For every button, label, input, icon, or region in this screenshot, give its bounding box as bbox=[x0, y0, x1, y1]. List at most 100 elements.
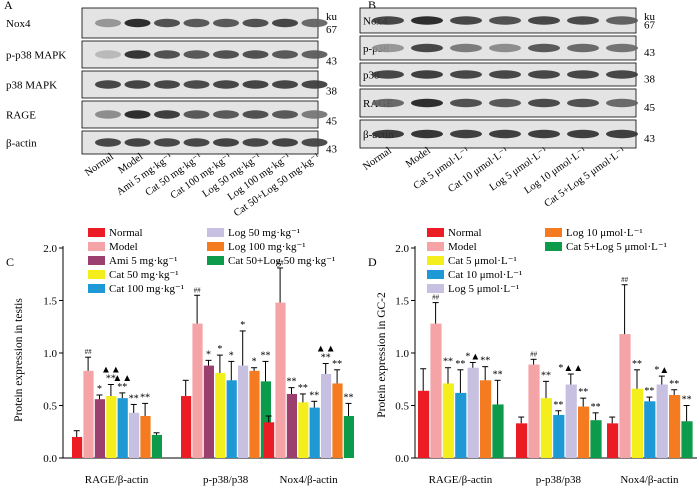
bar bbox=[286, 393, 297, 458]
bar bbox=[83, 370, 94, 458]
legend-label: Cat 50 mg·kg⁻¹ bbox=[109, 269, 179, 281]
bar bbox=[226, 380, 237, 458]
protein-band bbox=[528, 70, 560, 79]
protein-band bbox=[372, 129, 404, 139]
protein-band bbox=[272, 18, 298, 28]
protein-band bbox=[411, 129, 443, 139]
protein-band bbox=[242, 138, 269, 147]
significance-mark-line: ▲▲ bbox=[112, 373, 132, 384]
panel-letter: D bbox=[368, 255, 377, 269]
bar bbox=[117, 398, 128, 458]
bar bbox=[343, 416, 354, 458]
legend-label: Cat 5+Log 5 μmol·L⁻¹ bbox=[566, 241, 667, 253]
significance-mark: ** bbox=[644, 386, 654, 397]
protein-band bbox=[489, 70, 521, 79]
legend-label: Cat 50+Log 50 mg·kg⁻¹ bbox=[228, 255, 335, 267]
legend-swatch bbox=[427, 242, 444, 251]
bar bbox=[669, 395, 681, 458]
legend-swatch bbox=[88, 242, 105, 251]
protein-band bbox=[489, 129, 521, 139]
molecular-weight-label: 45 bbox=[326, 116, 338, 128]
molecular-weight-label: 45 bbox=[644, 102, 656, 114]
panel-letter: C bbox=[6, 255, 14, 269]
significance-mark: * bbox=[206, 349, 211, 360]
blot-panel-a: Aku Nox4 67 p-p38 MAPK 43 p38 MAPK 38 RAGE 45 β-a… bbox=[4, 0, 338, 219]
bar bbox=[106, 396, 117, 458]
protein-band bbox=[450, 129, 482, 139]
protein-band bbox=[567, 70, 599, 79]
legend-label: Cat 5 μmol·L⁻¹ bbox=[448, 255, 517, 267]
bar bbox=[467, 367, 479, 458]
significance-mark: * bbox=[97, 384, 102, 395]
significance-mark: ** bbox=[591, 402, 601, 413]
lane-label: Normal bbox=[361, 145, 394, 172]
significance-mark: *▲▲ bbox=[558, 363, 583, 374]
protein-band bbox=[411, 70, 443, 79]
protein-band bbox=[124, 18, 151, 28]
protein-label: p38 MAPK bbox=[6, 80, 57, 92]
significance-mark: ## bbox=[194, 286, 202, 294]
legend-swatch bbox=[427, 270, 444, 279]
significance-mark: ** bbox=[669, 379, 679, 390]
protein-band bbox=[301, 110, 328, 119]
legend-label: Log 10 μmol·L⁻¹ bbox=[566, 227, 643, 239]
legend-swatch bbox=[88, 284, 105, 293]
blot-panel-b: BkuNox467p-p3843p3838RAGE45β-actin43Norm… bbox=[359, 0, 656, 210]
protein-band bbox=[183, 138, 210, 147]
bar bbox=[528, 364, 540, 458]
molecular-weight-label: 43 bbox=[326, 144, 338, 156]
protein-band bbox=[450, 98, 482, 108]
y-tick-label: 1.5 bbox=[43, 296, 57, 308]
legend-label: Normal bbox=[109, 227, 143, 239]
significance-mark: *▲ bbox=[654, 365, 669, 376]
molecular-weight-label: 38 bbox=[326, 86, 338, 98]
bar-chart-d: D 0.0 0.5 1.0 1.5 2.0 Protein expression in GC… bbox=[368, 227, 697, 486]
protein-band bbox=[528, 98, 560, 108]
bar bbox=[590, 420, 602, 458]
legend-label: Model bbox=[109, 241, 138, 253]
bar-chart-c: C 0.0 0.5 1.0 1.5 2.0 Protein expression in te… bbox=[6, 227, 354, 486]
significance-mark: ## bbox=[432, 294, 440, 302]
protein-band bbox=[606, 16, 638, 25]
protein-band bbox=[95, 80, 121, 89]
bar bbox=[553, 414, 565, 458]
legend-swatch bbox=[427, 256, 444, 265]
protein-band bbox=[606, 43, 638, 53]
protein-band bbox=[154, 50, 180, 59]
protein-band bbox=[242, 110, 269, 119]
protein-label: p-p38 MAPK bbox=[6, 50, 66, 62]
bar bbox=[681, 421, 693, 458]
y-tick-label: 0.5 bbox=[395, 401, 409, 413]
y-axis-label: Protein expression in testis bbox=[13, 298, 25, 422]
protein-band bbox=[567, 16, 599, 25]
bar bbox=[430, 323, 442, 458]
bar bbox=[298, 402, 309, 458]
protein-band bbox=[124, 80, 151, 89]
protein-band bbox=[450, 16, 482, 25]
significance-mark: * bbox=[217, 344, 222, 355]
bar bbox=[607, 423, 619, 458]
molecular-weight-label: 43 bbox=[644, 47, 656, 59]
protein-band bbox=[124, 50, 151, 59]
protein-band bbox=[95, 50, 121, 59]
protein-band bbox=[242, 18, 269, 28]
protein-band bbox=[372, 43, 404, 53]
significance-mark-line: ** bbox=[117, 382, 127, 393]
y-tick-label: 1.0 bbox=[43, 348, 57, 360]
legend-label: Ami 5 mg·kg⁻¹ bbox=[109, 255, 177, 267]
bar bbox=[644, 401, 656, 458]
significance-mark: ** bbox=[287, 377, 297, 388]
protein-band bbox=[450, 70, 482, 79]
unit-label: ku bbox=[644, 11, 656, 23]
protein-band bbox=[183, 50, 210, 59]
protein-band bbox=[450, 43, 482, 53]
legend-swatch bbox=[88, 256, 105, 265]
protein-band bbox=[213, 50, 239, 59]
significance-mark: ** bbox=[129, 393, 139, 404]
category-label: Nox4/β-actin bbox=[620, 474, 679, 486]
significance-mark-line: ** bbox=[321, 353, 331, 364]
lane-label: Model bbox=[404, 145, 433, 170]
category-label: Nox4/β-actin bbox=[280, 474, 339, 486]
bar bbox=[321, 374, 332, 458]
significance-mark: **▲▲ bbox=[112, 373, 132, 393]
